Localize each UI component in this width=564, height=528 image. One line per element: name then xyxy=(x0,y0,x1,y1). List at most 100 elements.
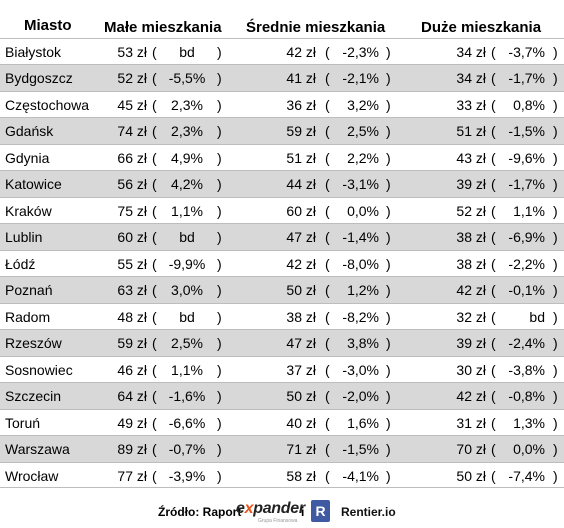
large-price-cell: 39 zł xyxy=(456,176,486,193)
small-change-cell: -1,6% xyxy=(168,388,206,405)
open-paren: ( xyxy=(491,123,496,140)
open-paren: ( xyxy=(325,202,330,219)
close-paren: ) xyxy=(217,123,222,140)
open-paren: ( xyxy=(152,255,157,272)
open-paren: ( xyxy=(491,467,496,484)
large-change-cell: 1,1% xyxy=(513,202,545,219)
open-paren: ( xyxy=(152,414,157,431)
close-paren: ) xyxy=(553,44,558,60)
close-paren: ) xyxy=(386,308,391,325)
small-price-cell: 56 zł xyxy=(117,176,147,193)
city-cell: Częstochowa xyxy=(5,96,90,113)
open-paren: ( xyxy=(325,308,330,325)
source-footer: Źródło: Raport expander Grupa Finansowa … xyxy=(0,496,564,528)
close-paren: ) xyxy=(217,96,222,113)
city-cell: Gdynia xyxy=(5,149,50,166)
table-row: Toruń 49 zł (-6,6%) 40 zł (1,6%) 31 zł (1,3%) xyxy=(0,408,564,435)
large-change-cell: -1,5% xyxy=(508,123,545,140)
medium-price-cell: 40 zł xyxy=(286,414,316,431)
large-change-cell: -0,8% xyxy=(508,388,545,405)
city-cell: Gdańsk xyxy=(5,123,54,140)
open-paren: ( xyxy=(152,441,157,458)
small-change-cell: 4,9% xyxy=(171,149,203,166)
city-cell: Warszawa xyxy=(5,441,70,458)
open-paren: ( xyxy=(325,335,330,352)
close-paren: ) xyxy=(217,282,222,299)
open-paren: ( xyxy=(152,335,157,352)
medium-change-cell: -8,0% xyxy=(342,255,379,272)
large-change-cell: -1,7% xyxy=(508,70,545,87)
open-paren: ( xyxy=(491,176,496,193)
close-paren: ) xyxy=(386,361,391,378)
table-row: Wrocław 77 zł (-3,9%) 58 zł (-4,1%) 50 zł (-7,… xyxy=(0,461,564,488)
medium-price-cell: 71 zł xyxy=(286,441,316,458)
city-cell: Radom xyxy=(5,308,51,325)
close-paren: ) xyxy=(217,361,222,378)
large-price-cell: 50 zł xyxy=(456,467,486,484)
medium-change-cell: -1,4% xyxy=(342,229,379,246)
open-paren: ( xyxy=(152,282,157,299)
small-price-cell: 46 zł xyxy=(117,361,147,378)
close-paren: ) xyxy=(386,229,391,246)
close-paren: ) xyxy=(386,149,391,166)
open-paren: ( xyxy=(152,96,157,113)
open-paren: ( xyxy=(152,308,157,325)
medium-change-cell: 1,2% xyxy=(347,282,379,299)
medium-price-cell: 60 zł xyxy=(286,202,316,219)
medium-price-cell: 37 zł xyxy=(286,361,316,378)
small-price-cell: 53 zł xyxy=(117,44,147,60)
large-price-cell: 33 zł xyxy=(456,96,486,113)
city-cell: Lublin xyxy=(5,229,43,246)
close-paren: ) xyxy=(553,361,558,378)
medium-price-cell: 47 zł xyxy=(286,229,316,246)
close-paren: ) xyxy=(553,176,558,193)
medium-price-cell: 50 zł xyxy=(286,282,316,299)
close-paren: ) xyxy=(217,335,222,352)
close-paren: ) xyxy=(553,308,558,325)
small-price-cell: 45 zł xyxy=(117,96,147,113)
medium-price-cell: 59 zł xyxy=(286,123,316,140)
open-paren: ( xyxy=(325,467,330,484)
medium-price-cell: 36 zł xyxy=(286,96,316,113)
city-cell: Poznań xyxy=(5,282,53,299)
city-cell: Wrocław xyxy=(5,467,59,484)
large-price-cell: 51 zł xyxy=(456,123,486,140)
city-cell: Toruń xyxy=(5,414,41,431)
close-paren: ) xyxy=(553,441,558,458)
small-price-cell: 55 zł xyxy=(117,255,147,272)
open-paren: ( xyxy=(491,96,496,113)
small-price-cell: 48 zł xyxy=(117,308,147,325)
city-cell: Łódź xyxy=(5,255,36,272)
table-row: Poznań 63 zł (3,0%) 50 zł (1,2%) 42 zł (-0,1%) xyxy=(0,276,564,303)
close-paren: ) xyxy=(553,467,558,484)
header-small: Małe mieszkania xyxy=(104,19,222,36)
close-paren: ) xyxy=(217,229,222,246)
open-paren: ( xyxy=(491,361,496,378)
close-paren: ) xyxy=(386,44,391,60)
medium-change-cell: -3,0% xyxy=(342,361,379,378)
close-paren: ) xyxy=(553,255,558,272)
open-paren: ( xyxy=(491,202,496,219)
large-price-cell: 70 zł xyxy=(456,441,486,458)
large-change-cell: -1,7% xyxy=(508,176,545,193)
close-paren: ) xyxy=(553,414,558,431)
table-row: Katowice 56 zł (4,2%) 44 zł (-3,1%) 39 zł (-1,… xyxy=(0,170,564,197)
large-change-cell: -6,9% xyxy=(508,229,545,246)
large-price-cell: 30 zł xyxy=(456,361,486,378)
medium-price-cell: 47 zł xyxy=(286,335,316,352)
close-paren: ) xyxy=(217,441,222,458)
medium-price-cell: 58 zł xyxy=(286,467,316,484)
city-cell: Katowice xyxy=(5,176,62,193)
header-medium: Średnie mieszkania xyxy=(246,19,386,36)
city-cell: Białystok xyxy=(5,44,62,60)
close-paren: ) xyxy=(553,149,558,166)
small-change-cell: 2,3% xyxy=(171,96,203,113)
large-price-cell: 43 zł xyxy=(456,149,486,166)
medium-price-cell: 41 zł xyxy=(286,70,316,87)
close-paren: ) xyxy=(217,467,222,484)
open-paren: ( xyxy=(491,441,496,458)
small-price-cell: 66 zł xyxy=(117,149,147,166)
expander-logo: expander xyxy=(236,500,305,518)
close-paren: ) xyxy=(386,388,391,405)
medium-change-cell: -2,1% xyxy=(342,70,379,87)
